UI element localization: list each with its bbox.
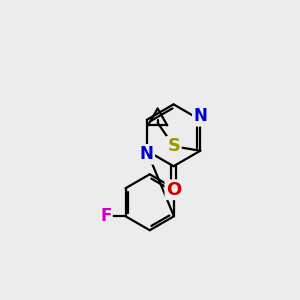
Text: F: F	[100, 207, 112, 225]
Text: N: N	[140, 145, 154, 163]
Text: S: S	[167, 137, 180, 155]
Text: N: N	[194, 107, 207, 125]
Text: O: O	[166, 181, 181, 199]
